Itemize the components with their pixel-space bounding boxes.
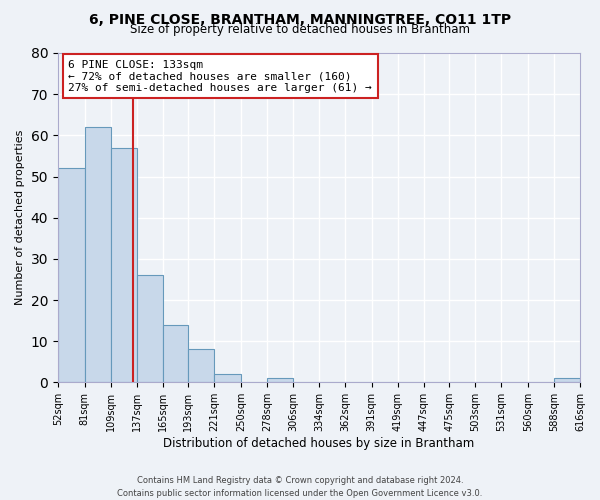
Text: Size of property relative to detached houses in Brantham: Size of property relative to detached ho… bbox=[130, 22, 470, 36]
Bar bbox=[188, 350, 214, 382]
Text: 6 PINE CLOSE: 133sqm
← 72% of detached houses are smaller (160)
27% of semi-deta: 6 PINE CLOSE: 133sqm ← 72% of detached h… bbox=[68, 60, 372, 93]
Y-axis label: Number of detached properties: Number of detached properties bbox=[15, 130, 25, 306]
Text: Contains HM Land Registry data © Crown copyright and database right 2024.
Contai: Contains HM Land Registry data © Crown c… bbox=[118, 476, 482, 498]
Bar bbox=[85, 127, 110, 382]
Bar bbox=[58, 168, 85, 382]
Bar bbox=[110, 148, 137, 382]
X-axis label: Distribution of detached houses by size in Brantham: Distribution of detached houses by size … bbox=[163, 437, 475, 450]
Bar bbox=[163, 324, 188, 382]
Text: 6, PINE CLOSE, BRANTHAM, MANNINGTREE, CO11 1TP: 6, PINE CLOSE, BRANTHAM, MANNINGTREE, CO… bbox=[89, 12, 511, 26]
Bar bbox=[137, 276, 163, 382]
Bar bbox=[214, 374, 241, 382]
Bar bbox=[267, 378, 293, 382]
Bar bbox=[554, 378, 580, 382]
